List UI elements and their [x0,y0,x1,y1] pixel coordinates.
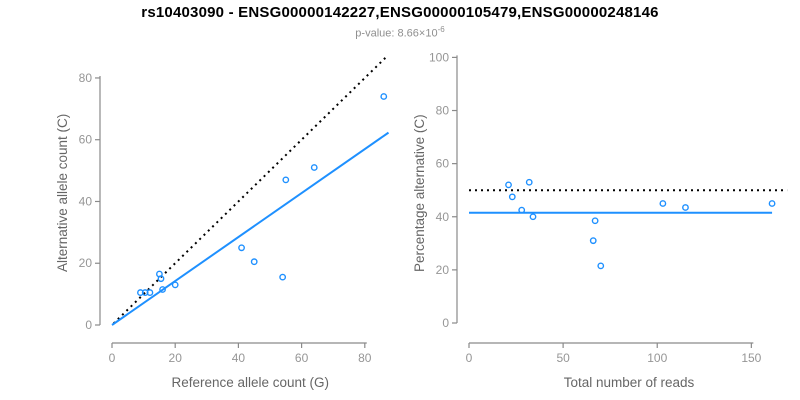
identity-line [112,57,387,325]
data-point [282,176,290,184]
data-point [146,289,154,296]
y-tick-label: 20 [436,263,450,277]
data-point [238,244,245,252]
x-tick-label: 20 [169,351,183,365]
subtitle-text: p-value: 8.66×10 [355,27,438,40]
y-tick-label: 60 [436,157,450,171]
data-point [250,258,258,266]
data-point [171,281,179,289]
y-tick-label: 100 [429,50,449,64]
data-point [159,286,166,293]
y-tick-label: 80 [79,71,93,85]
data-point [591,217,599,225]
y-tick-label: 80 [436,104,450,118]
regression-line [111,131,390,326]
data-point [279,273,287,281]
y-tick-label: 20 [79,256,93,270]
x-tick-label: 0 [109,351,116,365]
data-point [597,262,605,270]
y-tick-label: 60 [79,133,93,147]
data-point [529,213,537,221]
data-point [768,200,776,207]
x-axis-label: Reference allele count (G) [171,375,329,390]
x-tick-label: 50 [556,351,570,365]
data-point [310,164,318,171]
y-tick-label: 40 [436,210,450,224]
figure-subtitle: p-value: 8.66×10-6 [0,25,800,40]
data-point [518,206,526,214]
percentage-panel: 0 50 100 150 0 20 40 60 80 100 Total number of rea… [412,50,788,390]
data-point [508,193,516,201]
figure-title: rs10403090 - ENSG00000142227,ENSG0000010… [141,4,659,21]
x-tick-label: 150 [741,351,761,365]
x-tick-label: 100 [647,351,667,365]
x-axis-label: Total number of reads [564,375,695,390]
x-tick-label: 80 [358,351,372,365]
allele-count-panel: 0 20 40 60 80 0 20 40 60 80 Reference allele count… [55,57,390,390]
data-point [659,200,667,207]
x-tick-label: 40 [232,351,246,365]
y-tick-label: 0 [85,318,92,332]
x-tick-label: 60 [295,351,309,365]
subtitle-exponent: -6 [437,25,445,34]
data-point [682,204,689,211]
data-point [505,181,512,189]
data-point [589,237,597,245]
y-tick-label: 0 [442,316,449,330]
data-point [525,178,533,186]
data-point [157,275,165,283]
data-point [380,93,388,100]
y-axis-label: Alternative allele count (C) [55,114,70,272]
x-tick-label: 0 [466,351,473,365]
y-tick-label: 40 [79,194,93,208]
y-axis-label: Percentage alternative (C) [412,114,427,272]
